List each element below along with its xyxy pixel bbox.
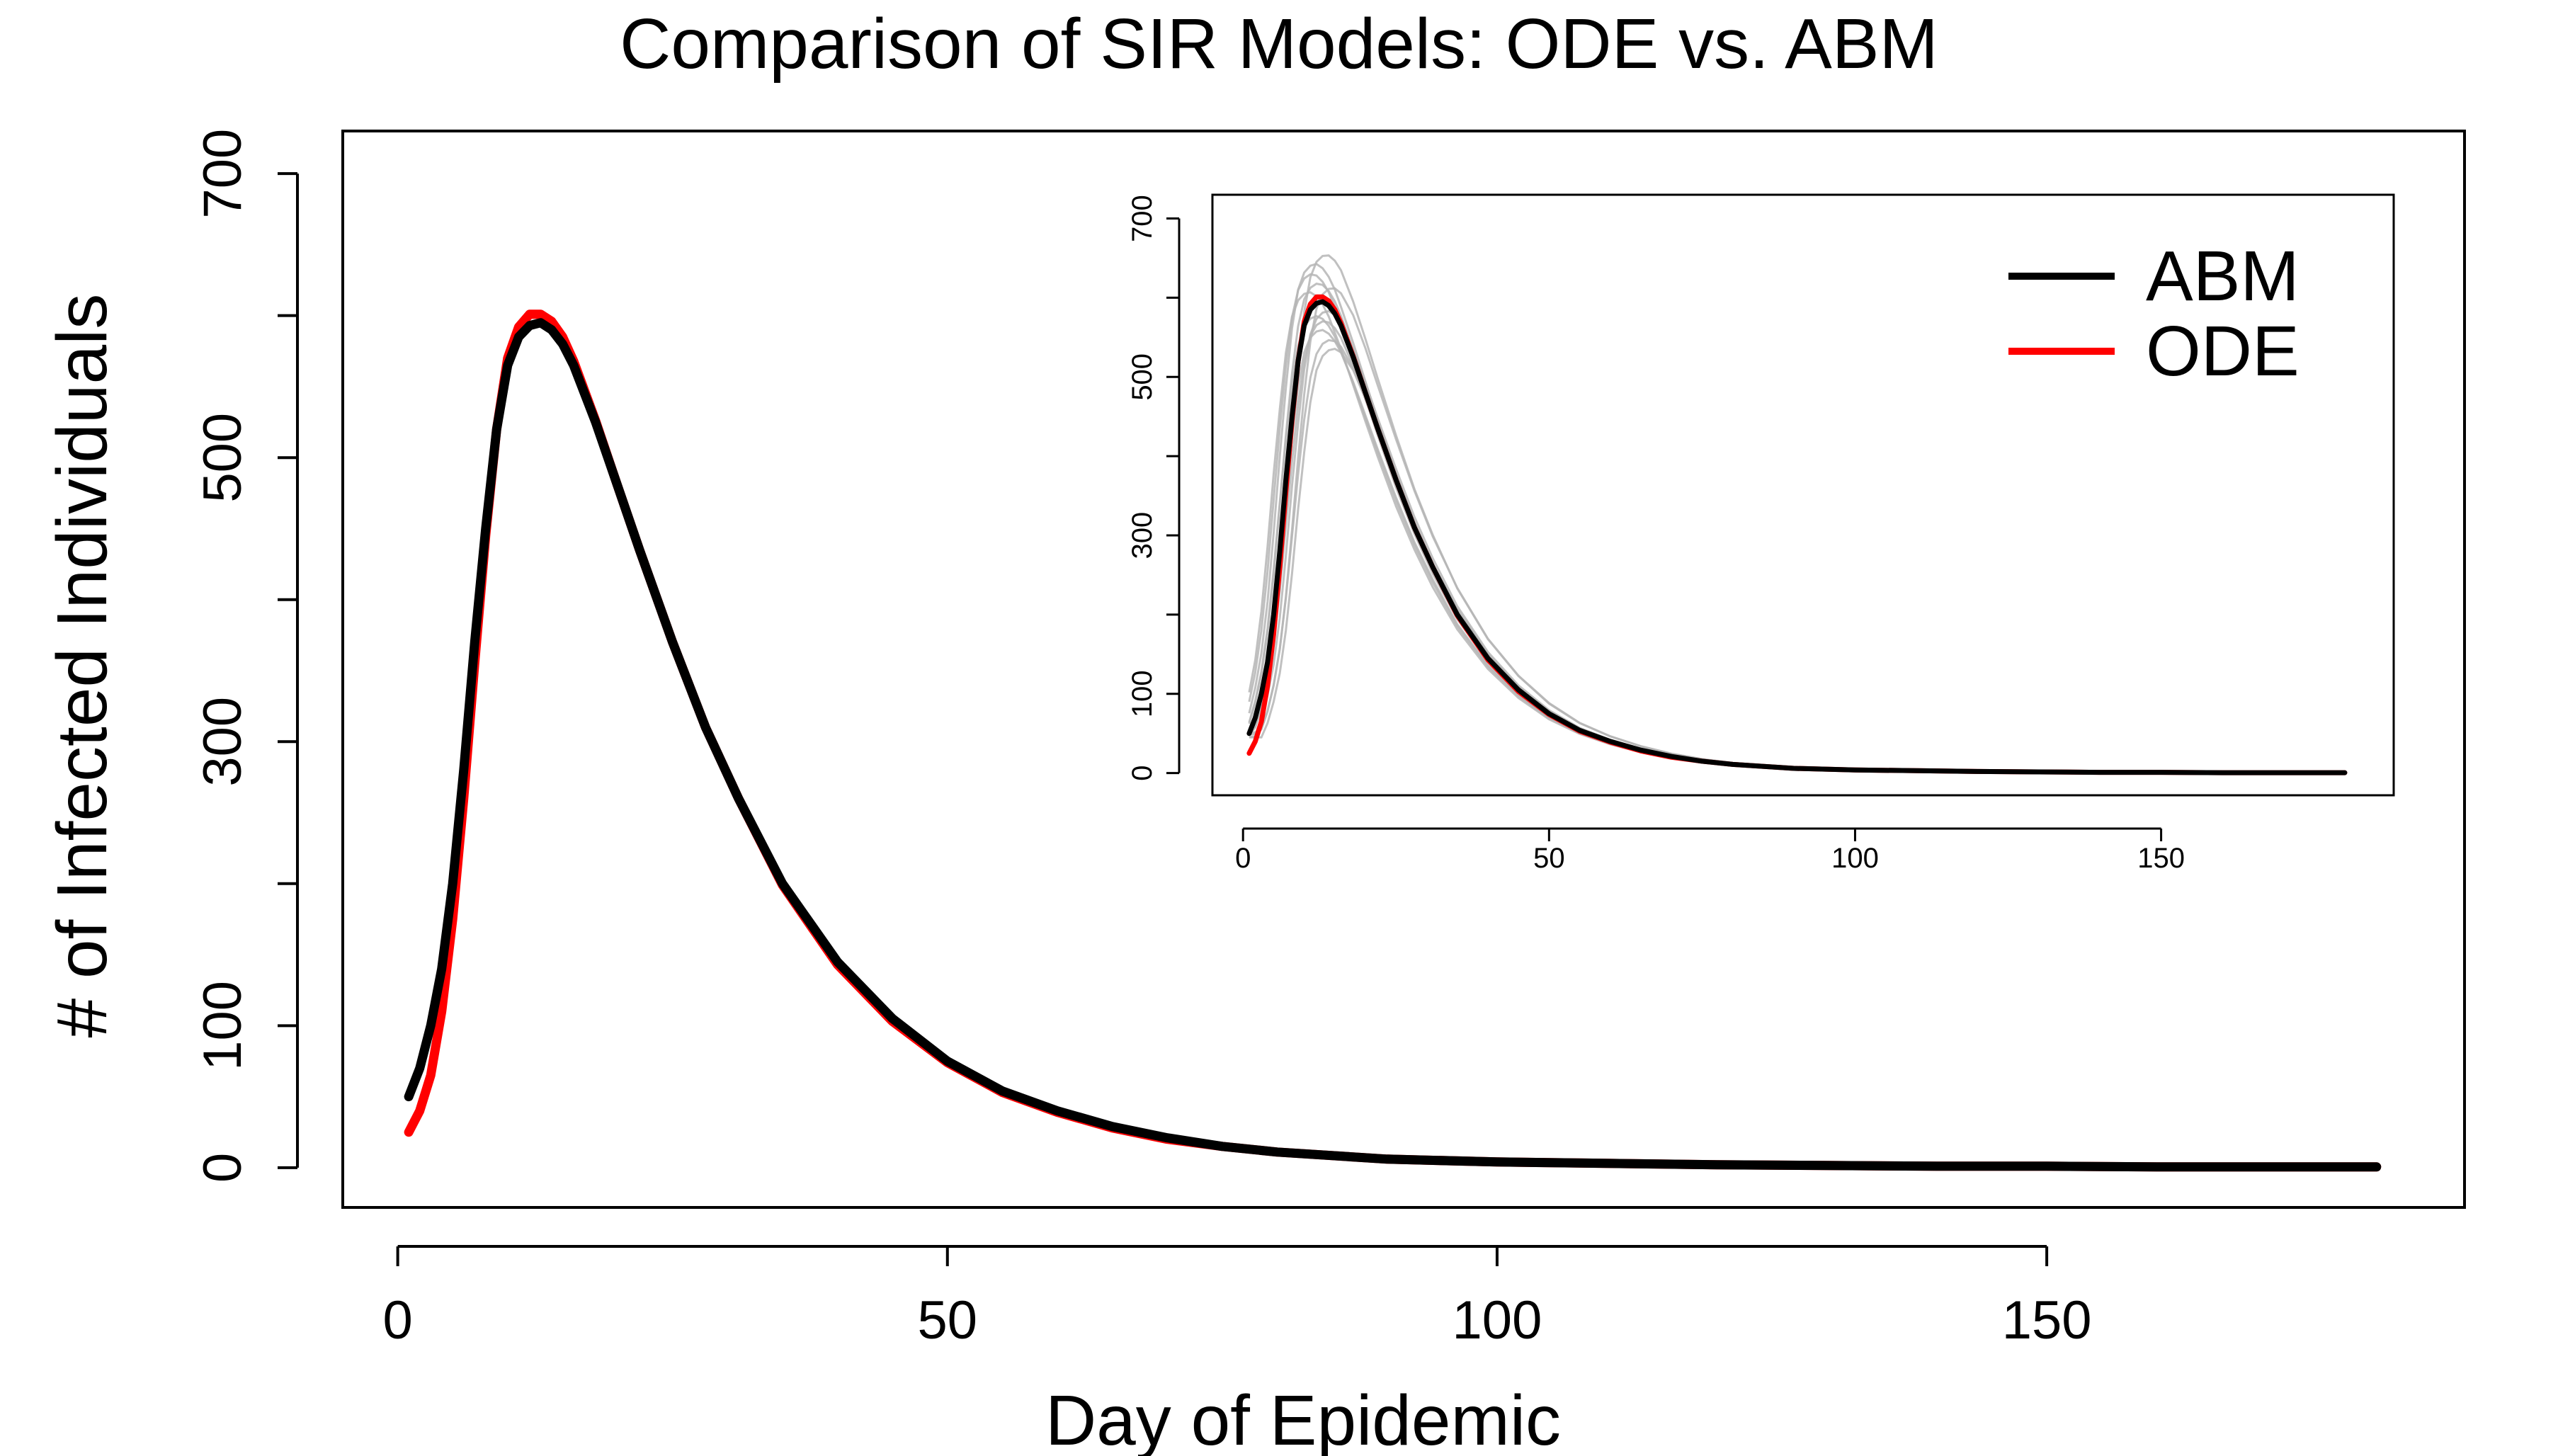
legend-label-abm: ABM <box>2146 237 2300 316</box>
y-axis-title: # of Infected Individuals <box>42 294 122 1038</box>
main-y-tick-label: 100 <box>193 981 253 1071</box>
inset-y-tick-label: 500 <box>1127 353 1158 401</box>
inset-y-tick-label: 300 <box>1127 512 1158 559</box>
main-x-tick-label: 50 <box>918 1290 978 1350</box>
inset-x-tick-label: 100 <box>1831 843 1879 874</box>
inset-y-tick-label: 0 <box>1127 766 1158 781</box>
x-axis-title: Day of Epidemic <box>1045 1381 1561 1456</box>
main-y-tick-label: 300 <box>193 697 253 787</box>
inset-x-tick-label: 50 <box>1533 843 1565 874</box>
main-x-tick-label: 100 <box>1453 1290 1542 1350</box>
inset-axes: 0 50 100 150 0 100 300 500 700 <box>1127 195 2185 874</box>
inset-series <box>1246 294 2348 775</box>
main-series-line-abm <box>404 318 2382 1172</box>
inset-series-line-abm <box>1246 299 2348 775</box>
inset-x-tick-label: 150 <box>2137 843 2185 874</box>
main-y-tick-label: 700 <box>193 129 253 219</box>
inset-y-tick-label: 100 <box>1127 670 1158 717</box>
legend-label-ode: ODE <box>2146 312 2300 391</box>
main-x-tick-label: 0 <box>382 1290 412 1350</box>
main-y-tick-label: 0 <box>193 1153 253 1183</box>
inset-x-tick-label: 0 <box>1235 843 1251 874</box>
main-x-tick-label: 150 <box>2002 1290 2092 1350</box>
main-y-tick-label: 500 <box>193 413 253 503</box>
inset-y-tick-label: 700 <box>1127 195 1158 242</box>
main-series <box>404 309 2382 1172</box>
legend: ABM ODE <box>2008 237 2300 391</box>
inset-plot-frame <box>1211 193 2395 797</box>
chart-title: Comparison of SIR Models: ODE vs. ABM <box>620 4 1938 84</box>
main-plot-frame <box>341 130 2466 1209</box>
